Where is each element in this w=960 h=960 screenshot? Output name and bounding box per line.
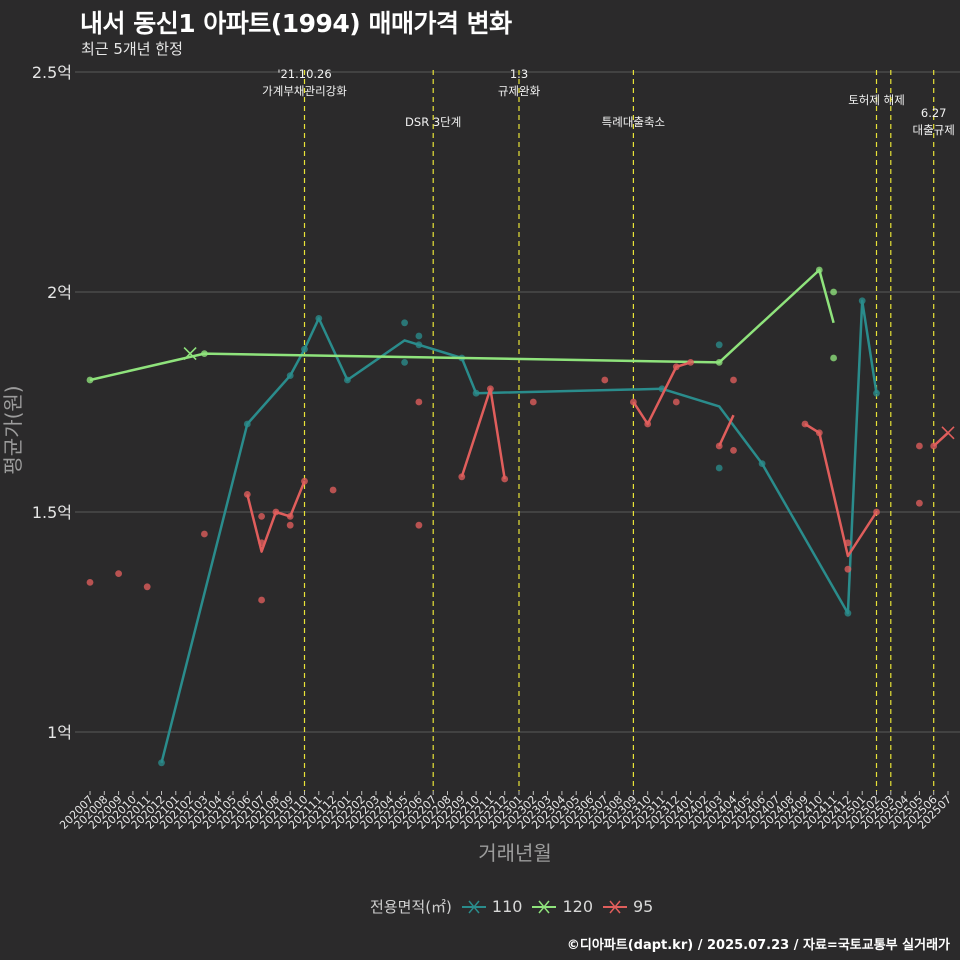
y-tick-label: 2억 (47, 283, 72, 302)
y-axis-label: 평균가(원) (1, 385, 25, 474)
point-110 (715, 464, 723, 472)
point-110 (715, 341, 723, 349)
point-120 (830, 288, 837, 296)
source-caption: ©디아파트(dapt.kr) / 2025.07.23 / 자료=국토교통부 실… (566, 938, 950, 953)
event-label: DSR 3단계 (405, 115, 461, 129)
legend-label-120: 120 (562, 897, 593, 916)
series-line-95 (246, 480, 306, 553)
legend-key-110 (461, 900, 486, 913)
point-110 (401, 359, 408, 366)
legend-title: 전용면적(㎡) (370, 898, 452, 916)
series-line-120 (89, 268, 835, 382)
point-95 (115, 570, 122, 577)
legend-key-120 (532, 900, 557, 913)
point-95 (329, 486, 337, 494)
y-tick-label: 1억 (47, 723, 72, 742)
point-95 (258, 596, 265, 604)
x-axis: 2020072020082020092020102020112020122021… (57, 791, 954, 832)
legend-entry-95: 95 (603, 897, 653, 916)
point-95 (86, 579, 94, 586)
point-95 (201, 530, 208, 538)
legend: 전용면적(㎡) 110 120 95 (370, 896, 653, 917)
legend-entry-110: 110 (461, 897, 523, 916)
series-line-95 (718, 414, 735, 447)
y-tick-label: 2.5억 (32, 63, 72, 82)
grid-lines (75, 71, 960, 733)
legend-label-95: 95 (633, 897, 654, 916)
y-tick-label: 1.5억 (32, 503, 72, 522)
point-95 (672, 398, 680, 406)
point-95 (916, 499, 923, 507)
point-95 (258, 513, 265, 520)
cross-marker-95 (941, 426, 955, 440)
point-95 (143, 583, 151, 591)
series-line-110 (160, 299, 878, 764)
point-95 (730, 447, 737, 454)
point-120 (830, 354, 837, 362)
point-95 (529, 398, 537, 406)
cross-marker-120 (183, 347, 197, 361)
x-axis-label: 거래년월 (478, 841, 552, 865)
legend-label-110: 110 (491, 897, 523, 916)
point-95 (286, 521, 294, 529)
point-95 (844, 565, 852, 573)
series-line-95 (460, 387, 506, 480)
point-95 (415, 521, 423, 529)
chart-subtitle: 최근 5개년 한정 (81, 40, 183, 58)
event-label: 토허제 해제 (848, 93, 905, 107)
event-label: 특례대출축소 (602, 115, 665, 129)
point-95 (916, 442, 923, 450)
series-layer (86, 266, 955, 767)
point-95 (415, 398, 423, 406)
legend-entry-120: 120 (532, 897, 593, 916)
legend-key-95 (603, 900, 627, 913)
series-line-95 (632, 361, 691, 426)
y-axis: 1억 1.5억 2억 2.5억 (32, 63, 72, 742)
point-110 (415, 332, 423, 340)
point-95 (601, 376, 609, 384)
point-110 (401, 319, 408, 327)
chart-title: 내서 동신1 아파트(1994) 매매가격 변화 (80, 9, 512, 38)
event-label: 1.3 규제완화 (498, 67, 541, 98)
event-label: '21.10.26 가계부채관리강화 (262, 67, 347, 98)
point-95 (730, 376, 737, 384)
event-label: 6.27 대출규제 (913, 106, 955, 137)
series-line-95 (804, 422, 878, 558)
